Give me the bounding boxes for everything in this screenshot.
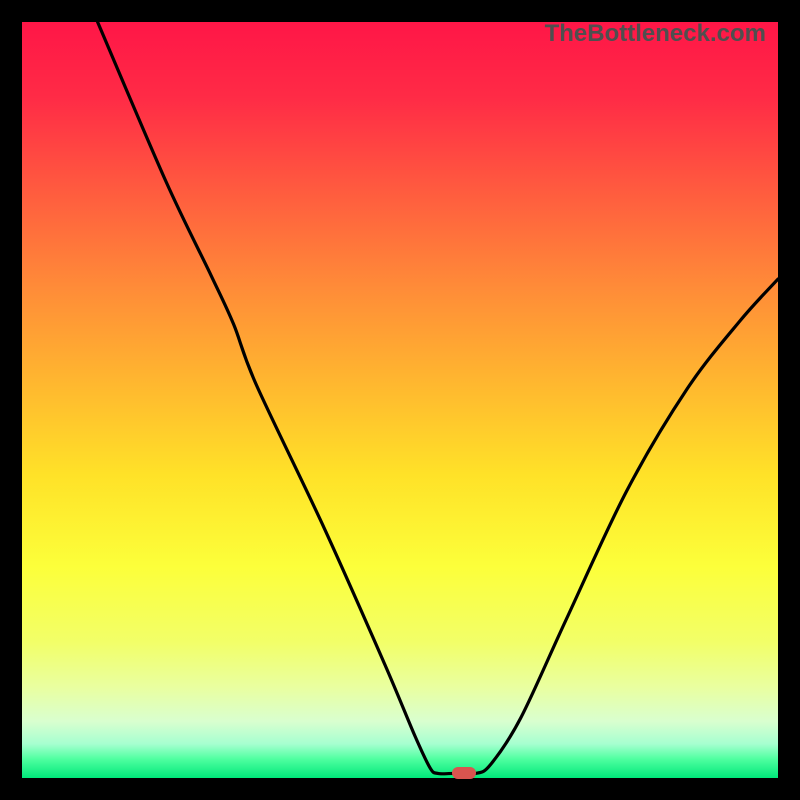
bottleneck-curve — [98, 22, 778, 774]
plot-area: TheBottleneck.com — [22, 22, 778, 778]
curve-layer — [22, 22, 778, 778]
chart-frame: TheBottleneck.com — [0, 0, 800, 800]
optimum-marker — [452, 767, 476, 779]
watermark-text: TheBottleneck.com — [545, 20, 766, 48]
